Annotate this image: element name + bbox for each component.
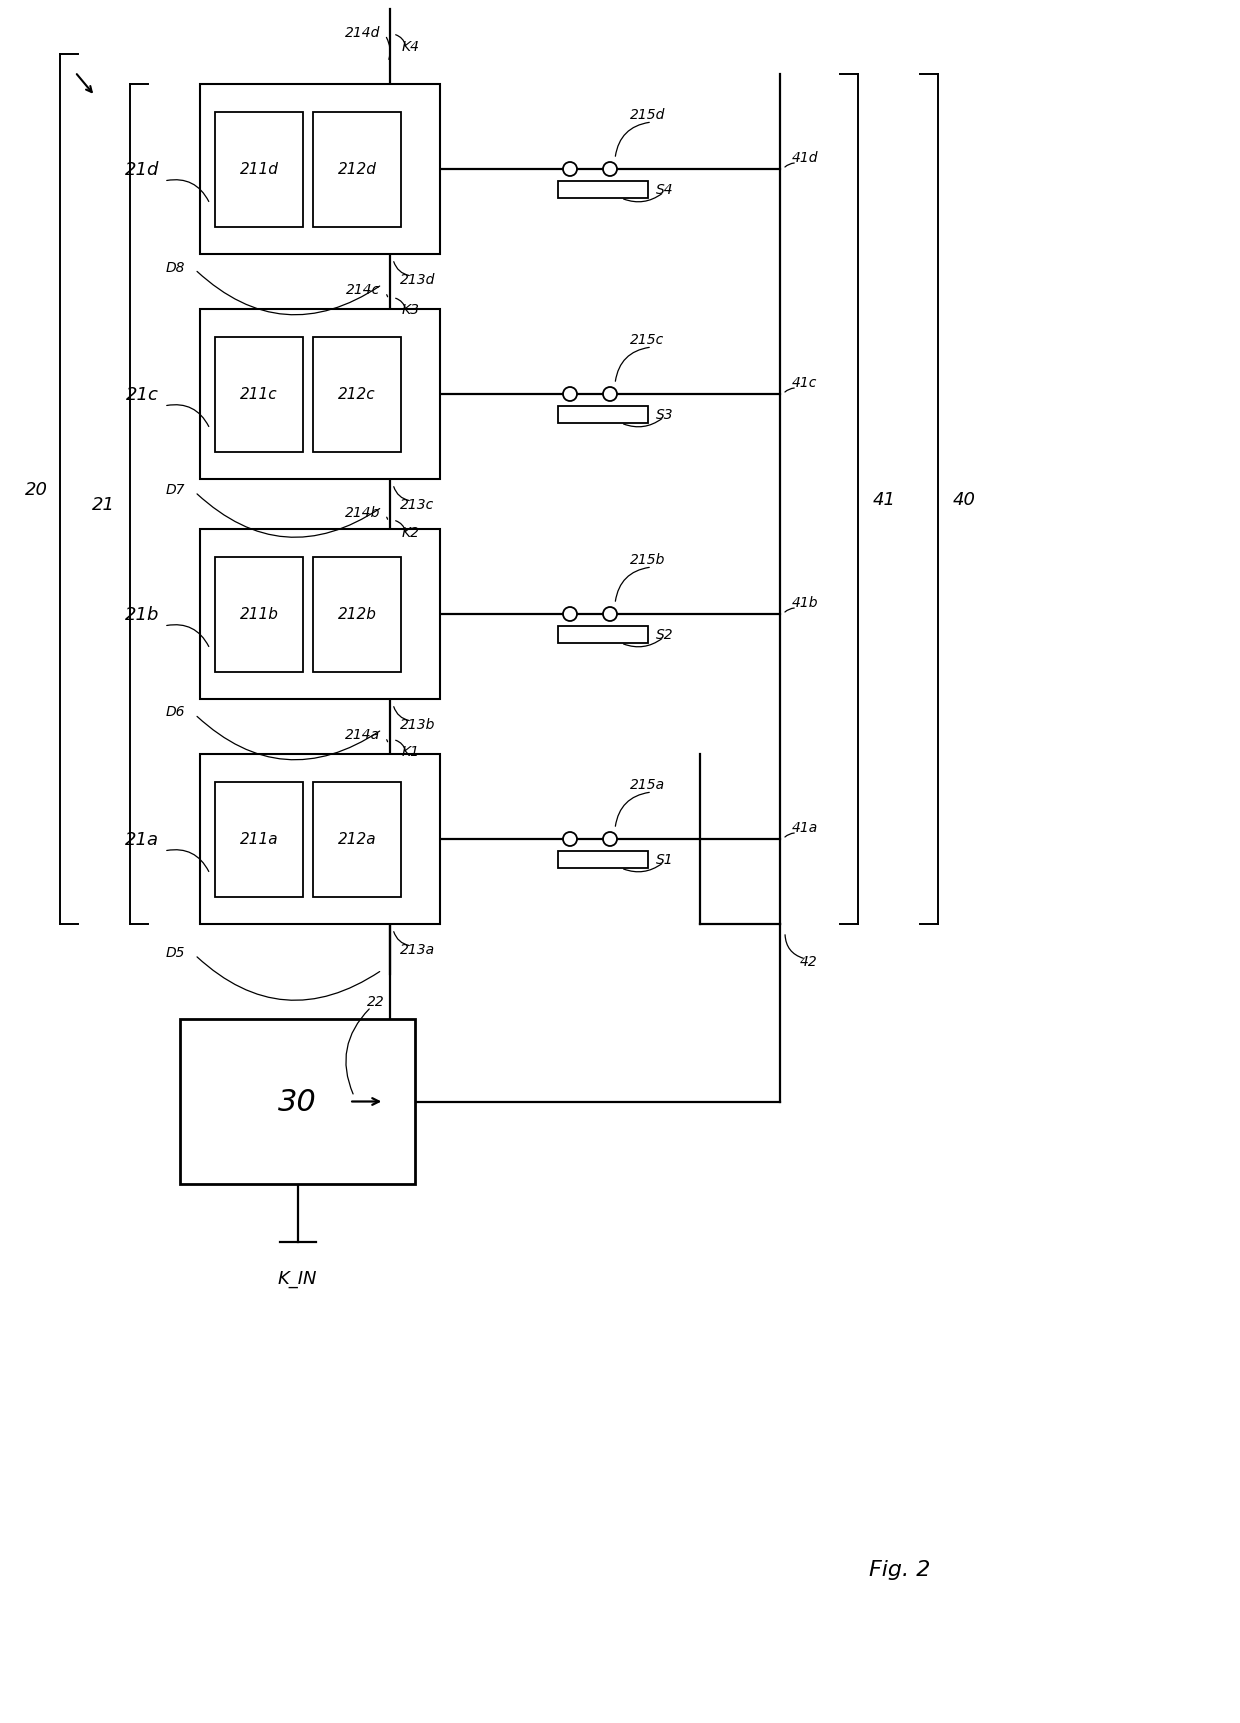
Bar xyxy=(215,557,303,672)
Bar xyxy=(312,557,401,672)
Circle shape xyxy=(563,608,577,622)
Text: 212b: 212b xyxy=(337,606,377,622)
Text: 21a: 21a xyxy=(125,830,159,848)
Text: 42: 42 xyxy=(800,955,817,968)
Text: 214b: 214b xyxy=(345,507,379,520)
Bar xyxy=(200,755,440,925)
Circle shape xyxy=(603,388,618,401)
Text: 21c: 21c xyxy=(125,386,159,403)
Text: K4: K4 xyxy=(402,40,420,53)
Text: D5: D5 xyxy=(165,946,185,960)
Text: 40: 40 xyxy=(954,491,976,508)
Text: 211d: 211d xyxy=(239,162,279,177)
Text: K1: K1 xyxy=(402,744,420,760)
Bar xyxy=(215,112,303,227)
Text: 214d: 214d xyxy=(345,26,379,40)
Text: Fig. 2: Fig. 2 xyxy=(869,1559,931,1578)
Text: 21b: 21b xyxy=(125,606,159,624)
Text: S4: S4 xyxy=(656,183,673,196)
Circle shape xyxy=(603,164,618,177)
Text: S2: S2 xyxy=(656,627,673,641)
Text: 211b: 211b xyxy=(239,606,279,622)
Text: 212d: 212d xyxy=(337,162,377,177)
Text: 214a: 214a xyxy=(345,729,379,743)
Text: 215c: 215c xyxy=(630,333,665,346)
Text: 215d: 215d xyxy=(630,109,666,122)
Text: 213c: 213c xyxy=(401,498,434,512)
Text: 41b: 41b xyxy=(792,596,818,610)
Text: 212c: 212c xyxy=(339,388,376,401)
Bar xyxy=(312,782,401,898)
Text: 21: 21 xyxy=(92,496,115,513)
Text: D8: D8 xyxy=(165,260,185,274)
Text: 30: 30 xyxy=(278,1087,317,1117)
Text: 213b: 213b xyxy=(401,717,435,732)
Text: 22: 22 xyxy=(367,994,384,1008)
Circle shape xyxy=(563,388,577,401)
Text: 212a: 212a xyxy=(337,832,376,848)
Circle shape xyxy=(563,832,577,846)
Text: 214c: 214c xyxy=(346,283,379,298)
Bar xyxy=(312,112,401,227)
Circle shape xyxy=(603,608,618,622)
Bar xyxy=(200,529,440,700)
Text: 211c: 211c xyxy=(241,388,278,401)
Text: D7: D7 xyxy=(165,482,185,496)
Text: 41: 41 xyxy=(873,491,897,508)
Text: K_IN: K_IN xyxy=(278,1270,317,1287)
Text: K3: K3 xyxy=(402,303,420,317)
Bar xyxy=(215,782,303,898)
Text: 215b: 215b xyxy=(630,553,666,567)
Text: K2: K2 xyxy=(402,526,420,539)
Text: 41a: 41a xyxy=(792,820,818,834)
Bar xyxy=(200,84,440,255)
Text: 213d: 213d xyxy=(401,272,435,286)
Text: S1: S1 xyxy=(656,853,673,867)
Bar xyxy=(312,338,401,451)
Text: 20: 20 xyxy=(25,481,48,498)
Text: 41c: 41c xyxy=(792,376,817,389)
Text: 21d: 21d xyxy=(125,160,159,179)
Bar xyxy=(180,1020,415,1184)
Circle shape xyxy=(603,832,618,846)
Bar xyxy=(215,338,303,451)
Bar xyxy=(200,310,440,479)
Bar xyxy=(558,183,649,198)
Circle shape xyxy=(563,164,577,177)
Text: 213a: 213a xyxy=(401,942,435,956)
Text: 41d: 41d xyxy=(792,152,818,165)
Text: S3: S3 xyxy=(656,408,673,422)
Text: D6: D6 xyxy=(165,705,185,718)
Text: 215a: 215a xyxy=(630,777,665,791)
Bar xyxy=(558,851,649,868)
Bar xyxy=(558,407,649,424)
Bar xyxy=(558,627,649,644)
Text: 211a: 211a xyxy=(239,832,278,848)
